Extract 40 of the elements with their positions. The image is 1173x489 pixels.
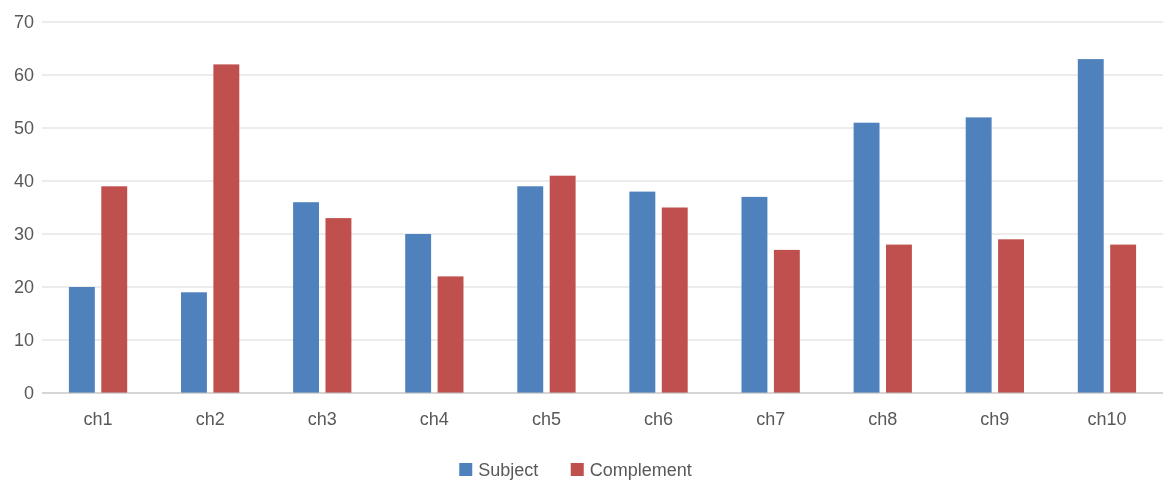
x-tick-label: ch8 [868,409,898,429]
bar [965,117,992,393]
bar [213,64,240,393]
y-tick-label: 40 [13,171,34,192]
bar [853,122,880,393]
bar [661,207,688,393]
bar [741,196,768,393]
x-tick-label: ch1 [83,409,113,429]
y-tick-label: 20 [13,277,34,298]
legend-label: Complement [589,460,692,481]
x-tick-label: ch6 [644,409,674,429]
x-tick-label: ch9 [980,409,1010,429]
bar [517,186,544,393]
bar [101,186,128,393]
bar [325,218,352,393]
x-tick-label: ch10 [1087,409,1127,429]
x-tick-label: ch2 [195,409,225,429]
bar [1110,244,1137,393]
x-tick-label: ch5 [531,409,561,429]
y-tick-label: 60 [13,65,34,86]
bar [68,287,95,393]
bar [773,249,800,393]
bar [405,234,432,393]
y-tick-label: 0 [23,383,34,404]
bar [293,202,320,393]
x-tick-label: ch4 [419,409,449,429]
bar [1077,59,1104,393]
bar [181,292,207,393]
bar [549,175,576,393]
bar [998,239,1024,393]
bar [885,244,912,393]
y-tick-label: 70 [13,12,34,33]
x-tick-label: ch7 [756,409,786,429]
bar [629,191,656,393]
x-tick-label: ch3 [307,409,337,429]
y-tick-label: 30 [13,224,34,245]
bar [437,276,464,393]
y-tick-label: 50 [13,118,34,139]
legend-label: Subject [478,460,539,481]
y-tick-label: 10 [13,330,34,351]
